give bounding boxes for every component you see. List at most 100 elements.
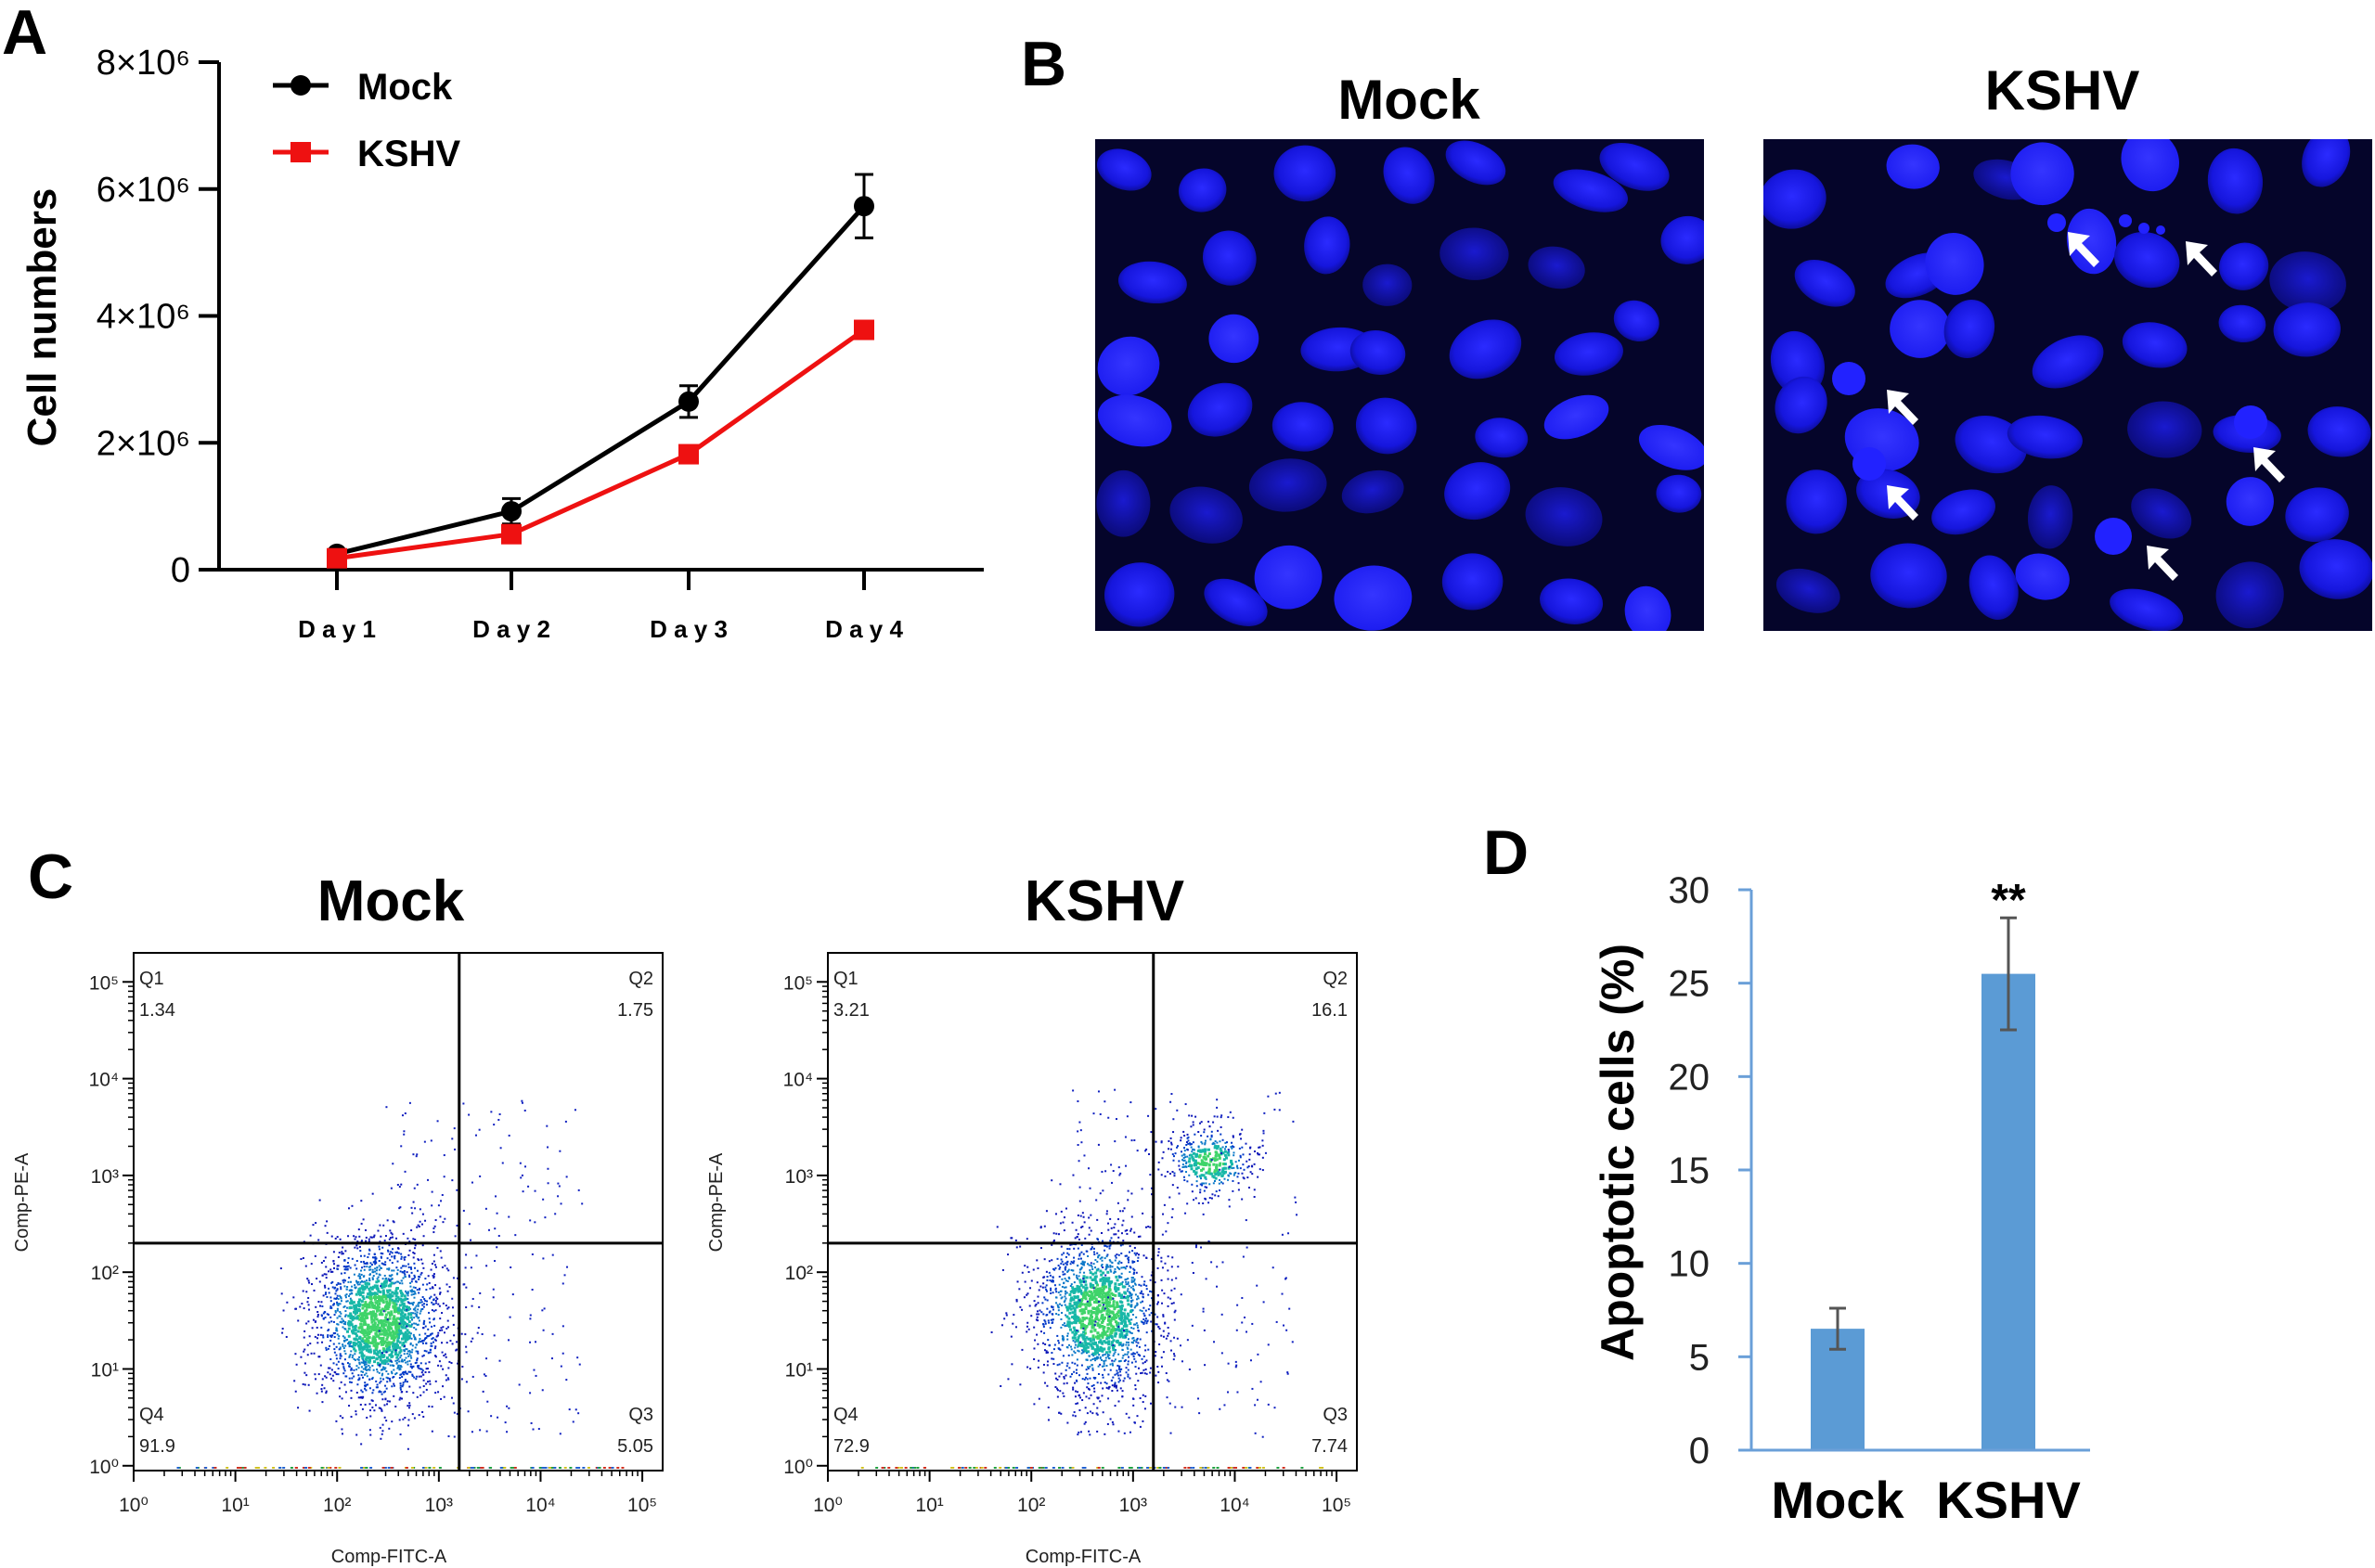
event xyxy=(400,1298,404,1302)
event xyxy=(410,1293,413,1296)
event xyxy=(391,1236,394,1239)
event xyxy=(416,1226,419,1228)
event xyxy=(400,1337,404,1341)
event xyxy=(363,1373,366,1376)
event xyxy=(1208,1172,1212,1176)
event xyxy=(422,1379,425,1382)
event xyxy=(1090,1330,1093,1333)
event xyxy=(1145,1372,1148,1375)
event xyxy=(484,1207,487,1210)
event xyxy=(1119,1329,1123,1332)
event xyxy=(1221,1151,1225,1155)
event xyxy=(1096,1345,1100,1349)
event xyxy=(1138,1354,1141,1356)
event xyxy=(1155,1323,1158,1326)
event xyxy=(1167,1170,1169,1173)
event xyxy=(1236,1304,1239,1306)
event xyxy=(1321,1467,1324,1469)
event xyxy=(1125,1254,1128,1257)
event xyxy=(1102,1266,1104,1268)
event xyxy=(1091,1412,1094,1415)
event xyxy=(303,1383,306,1386)
event xyxy=(1094,1298,1098,1302)
event xyxy=(1082,1337,1086,1341)
event xyxy=(1105,1292,1109,1296)
event xyxy=(1132,1272,1135,1275)
event xyxy=(1136,1260,1139,1263)
event xyxy=(1128,1285,1130,1288)
event xyxy=(1121,1210,1124,1213)
event xyxy=(1149,1367,1152,1369)
event xyxy=(403,1294,407,1298)
event xyxy=(1075,1403,1078,1406)
event xyxy=(401,1317,405,1321)
event xyxy=(508,1215,510,1218)
event xyxy=(1167,1269,1169,1272)
event xyxy=(1104,1307,1106,1310)
event xyxy=(1131,1260,1134,1263)
event xyxy=(398,1282,401,1285)
event xyxy=(360,1261,363,1264)
event xyxy=(494,1227,497,1230)
nucleus xyxy=(2027,485,2073,549)
nucleus xyxy=(1624,585,1672,631)
event xyxy=(1253,1163,1256,1165)
event xyxy=(1232,1189,1234,1192)
event xyxy=(504,1421,507,1424)
event xyxy=(336,1323,339,1326)
event xyxy=(465,1253,468,1256)
event xyxy=(316,1311,319,1314)
event xyxy=(1203,1150,1207,1153)
event xyxy=(378,1349,381,1353)
event xyxy=(1177,1266,1180,1268)
event xyxy=(416,1323,419,1326)
event xyxy=(375,1380,378,1382)
event xyxy=(367,1325,370,1329)
event xyxy=(359,1292,363,1295)
event xyxy=(1271,1266,1274,1269)
event xyxy=(1133,1246,1136,1249)
event xyxy=(307,1279,310,1282)
nucleus xyxy=(1775,376,1827,434)
event xyxy=(1160,1356,1163,1359)
event xyxy=(383,1368,386,1370)
event xyxy=(441,1351,444,1354)
event xyxy=(393,1394,395,1397)
event xyxy=(1107,1343,1111,1346)
event xyxy=(409,1332,412,1335)
event xyxy=(1085,1324,1089,1328)
event xyxy=(1108,1259,1111,1262)
event xyxy=(1107,1327,1111,1330)
event xyxy=(420,1308,423,1311)
event xyxy=(1145,1322,1148,1325)
event xyxy=(1039,1467,1043,1469)
event xyxy=(1127,1199,1129,1202)
event xyxy=(429,1321,432,1324)
event xyxy=(1132,1280,1135,1283)
event xyxy=(1083,1337,1087,1341)
event xyxy=(1233,1146,1235,1149)
panel-a-label: A xyxy=(2,0,47,68)
event xyxy=(1085,1352,1088,1355)
event xyxy=(378,1330,381,1332)
event xyxy=(432,1231,435,1234)
event xyxy=(1085,1286,1089,1290)
event xyxy=(398,1207,401,1210)
event xyxy=(1207,1169,1211,1173)
event xyxy=(361,1356,365,1360)
event xyxy=(529,1219,532,1222)
event xyxy=(431,1190,433,1193)
event xyxy=(461,1365,464,1368)
event xyxy=(341,1317,343,1320)
event xyxy=(403,1313,407,1317)
event xyxy=(391,1294,394,1298)
event xyxy=(307,1383,310,1386)
event xyxy=(1129,1330,1131,1333)
event xyxy=(302,1257,304,1260)
event xyxy=(1117,1326,1120,1329)
event xyxy=(204,1467,208,1469)
event xyxy=(431,1406,433,1408)
event xyxy=(409,1351,412,1354)
event xyxy=(368,1429,371,1432)
event xyxy=(1084,1342,1088,1345)
